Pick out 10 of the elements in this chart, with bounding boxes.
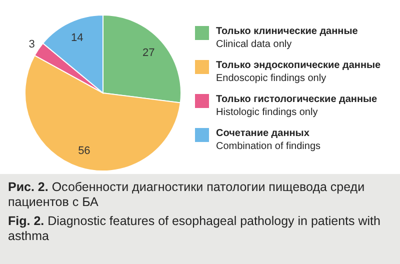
data-label: 3	[28, 38, 35, 51]
legend-label: Только клинические данные Clinical data only	[216, 25, 358, 51]
data-label: 56	[78, 144, 90, 157]
caption: Fig. 2. Diagnostic features of esophageal pathology in patients with asthma	[8, 214, 382, 244]
data-label: 14	[70, 32, 84, 44]
legend-label: Сочетание данных Combination of findings	[216, 127, 321, 153]
text: Рис. 2. Особенности диагностики патологии пищевода среди пациентов с БА	[8, 180, 366, 210]
data-label: 27	[142, 46, 155, 59]
legend-label: Только гистологические данные Histologic findings only	[216, 93, 378, 119]
legend-label: Только эндоскопические данные Endoscopic findings only	[216, 59, 381, 85]
